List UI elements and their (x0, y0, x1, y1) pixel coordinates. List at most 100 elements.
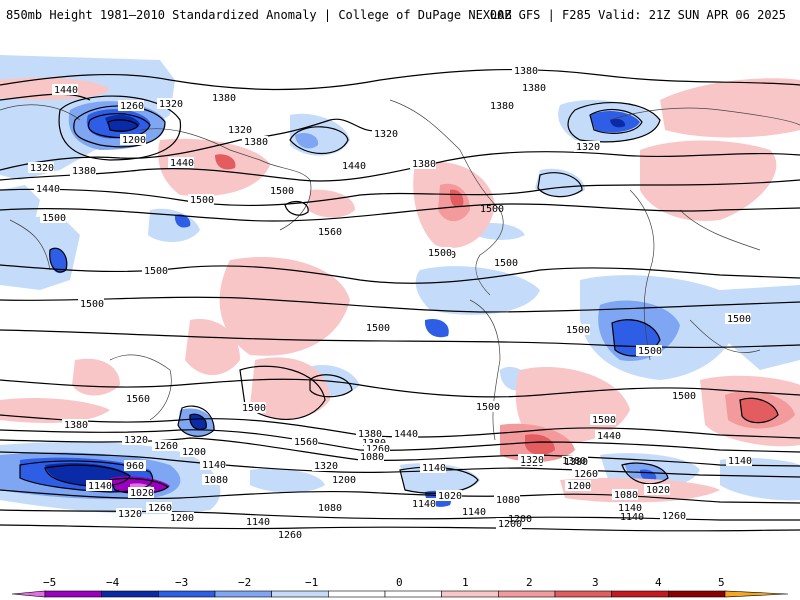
contour-label: 1200 (567, 481, 591, 492)
contour-label: 1500 (672, 391, 696, 402)
colorbar-bin (611, 590, 669, 598)
colorbar-tick: 2 (526, 576, 533, 589)
anomaly-map: 1440 1260 1320 1380 1200 1320 1380 1440 … (0, 40, 800, 540)
contour-label: 1440 (394, 429, 418, 440)
contour-labels: 1440 1260 1320 1380 1200 1320 1380 1440 … (28, 65, 752, 540)
contour-label: 1380 (212, 93, 236, 104)
contour-label: 1320 (30, 163, 54, 174)
contour-label: 1080 (360, 452, 384, 463)
contour-label: 1380 (564, 457, 588, 468)
map-title: 850mb Height 1981–2010 Standardized Anom… (6, 8, 512, 22)
colorbar-tick: 5 (718, 576, 725, 589)
contour-label: 1260 (366, 444, 390, 455)
contour-label: 1440 (342, 161, 366, 172)
contour-label: 1380 (562, 456, 586, 467)
colorbar-bin (328, 590, 386, 598)
coastlines (0, 99, 800, 441)
colorbar-ticks: −5 −4 −3 −2 −1 0 1 2 3 4 5 (43, 576, 725, 589)
contour-label: 1260 (120, 101, 144, 112)
height-contours (0, 68, 800, 532)
contour-label: 1560 (126, 394, 150, 405)
contour-label: 1320 (228, 125, 252, 136)
contour-label: 1260 (278, 530, 302, 540)
contour-label: 1320 (314, 461, 338, 472)
contour-label: 1320 (124, 435, 148, 446)
contour-label: 1500 (727, 314, 751, 325)
positive-anomaly-shading (0, 77, 800, 503)
contour-label: 1260 (574, 469, 598, 480)
contour-label: 1080 (614, 490, 638, 501)
contour-label: 1020 (130, 488, 154, 499)
colorbar-tick: −2 (238, 576, 251, 589)
contour-label: 1380 (514, 66, 538, 77)
contour-label: 1140 (620, 512, 644, 523)
contour-label: 1140 (422, 463, 446, 474)
contour-label: 1260 (148, 503, 172, 514)
contour-label: 1260 (662, 511, 686, 522)
contour-label: 1440 (54, 85, 78, 96)
contour-label: 1140 (202, 460, 226, 471)
colorbar-bin (441, 590, 499, 598)
contour-label: 1500 (476, 402, 500, 413)
contour-label: 1200 (332, 475, 356, 486)
contour-label: 1140 (246, 517, 270, 528)
contour-label: 1320 (118, 509, 142, 520)
contour-label: 1380 (522, 83, 546, 94)
contour-label: 1080 (318, 503, 342, 514)
contour-label: 1380 (244, 137, 268, 148)
contour-label: 1140 (728, 456, 752, 467)
colorbar-bin (101, 590, 159, 598)
colorbar-bin (214, 590, 272, 598)
contour-label: 1560 (318, 227, 342, 238)
contour-label: 1500 (638, 346, 662, 357)
contour-label: 1500 (42, 213, 66, 224)
contour-label: 1080 (204, 475, 228, 486)
anomaly-colorbar: −5 −4 −3 −2 −1 0 1 2 3 4 5 (11, 576, 789, 598)
contour-label: 1440 (170, 158, 194, 169)
contour-label: 1500 (428, 248, 452, 259)
contour-label: 1380 (358, 429, 382, 440)
contour-label: 1200 (508, 514, 532, 525)
contour-label: 1500 (80, 299, 104, 310)
contour-label: 1140 (618, 503, 642, 514)
colorbar-bin (384, 590, 442, 598)
contour-label: 1200 (498, 519, 522, 530)
contour-label: 1560 (294, 437, 318, 448)
contour-label: 1200 (122, 135, 146, 146)
contour-label: 1500 (566, 325, 590, 336)
contour-label: 1320 (374, 129, 398, 140)
contour-label: 1380 (64, 420, 88, 431)
colorbar-bin (498, 590, 556, 598)
colorbar-bin (158, 590, 216, 598)
colorbar-bin (11, 590, 46, 598)
colorbar-bin (724, 590, 789, 598)
contour-label: 1140 (412, 499, 436, 510)
contour-label: 960 (126, 461, 144, 472)
contour-label: 1020 (438, 491, 462, 502)
contour-label: 1500 (270, 186, 294, 197)
contour-label: 1500 (242, 403, 266, 414)
colorbar-tick: −1 (305, 576, 318, 589)
contour-label: 1440 (597, 431, 621, 442)
contour-label: 1260 (154, 441, 178, 452)
contour-label: 1140 (462, 507, 486, 518)
colorbar-bin (271, 590, 329, 598)
colorbar-bin (554, 590, 612, 598)
colorbar-tick: −3 (175, 576, 188, 589)
negative-anomaly-shading (0, 55, 800, 515)
colorbar-bins (11, 590, 789, 598)
contour-label: 1500 (480, 204, 504, 215)
contour-label: 1140 (88, 481, 112, 492)
contour-label: 1440 (36, 184, 60, 195)
contour-label: 1320 (520, 455, 544, 466)
contour-label: 1200 (182, 447, 206, 458)
contour-label: 1500 (366, 323, 390, 334)
contour-label: 1080 (496, 495, 520, 506)
colorbar-bin (44, 590, 102, 598)
colorbar-tick: 0 (396, 576, 403, 589)
colorbar-tick: −4 (106, 576, 120, 589)
contour-label: 1500 (144, 266, 168, 277)
contour-label: 1500 (494, 258, 518, 269)
contour-label: 1500 (190, 195, 214, 206)
contour-label: 1380 (72, 166, 96, 177)
